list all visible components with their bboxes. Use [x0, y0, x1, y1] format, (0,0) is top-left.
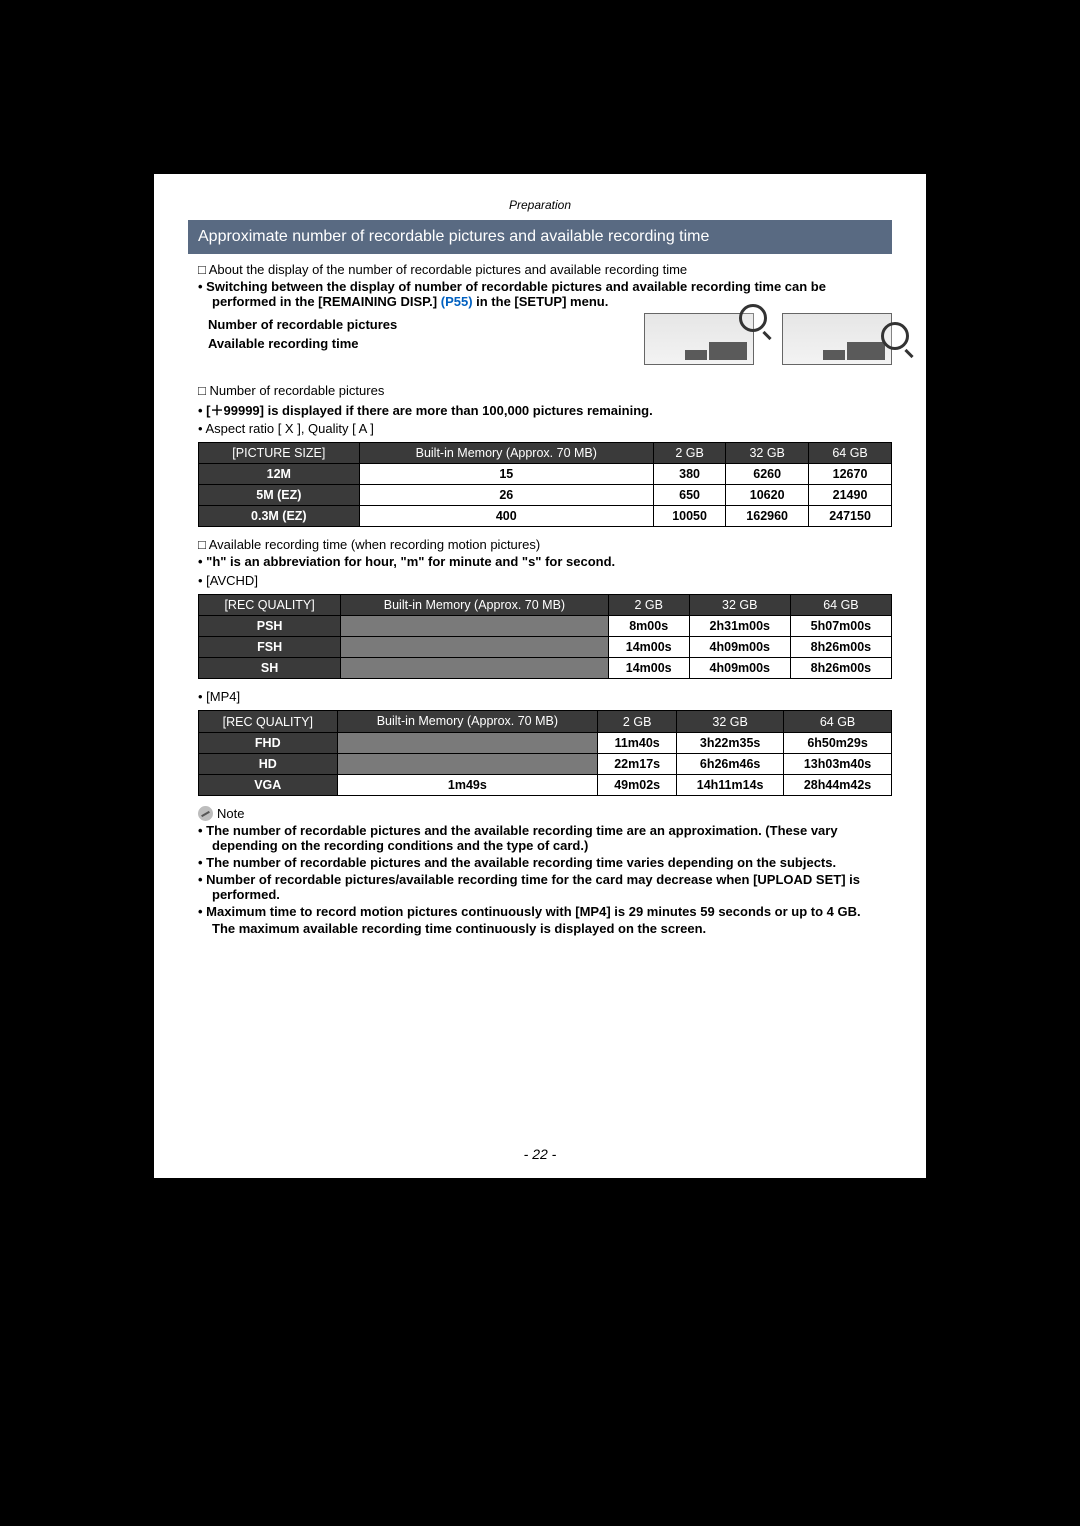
num-pics-99999: [＋99999] is displayed if there are more …	[198, 400, 892, 419]
col-32gb: 32 GB	[726, 442, 809, 463]
table-header-row: [PICTURE SIZE] Built-in Memory (Approx. …	[199, 442, 892, 463]
label-avail-time: Available recording time	[208, 336, 616, 351]
page-number: - 22 -	[154, 1146, 926, 1162]
table-row: 5M (EZ)266501062021490	[199, 484, 892, 505]
table-row: FSH14m00s4h09m00s8h26m00s	[199, 637, 892, 658]
hms-note: "h" is an abbreviation for hour, "m" for…	[198, 554, 892, 569]
table-row: 0.3M (EZ)40010050162960247150	[199, 505, 892, 526]
col-2gb: 2 GB	[653, 442, 725, 463]
switching-note: Switching between the display of number …	[198, 279, 892, 309]
col-picture-size: [PICTURE SIZE]	[199, 442, 360, 463]
avail-time-heading: Available recording time (when recording…	[198, 537, 892, 552]
note-item: Maximum time to record motion pictures c…	[198, 904, 892, 919]
loupe-icon	[881, 322, 909, 350]
switching-post: in the [SETUP] menu.	[473, 294, 609, 309]
num-pics-heading: Number of recordable pictures	[198, 383, 892, 398]
note-item: The number of recordable pictures and th…	[198, 823, 892, 853]
page-ref-link[interactable]: (P55)	[441, 294, 473, 309]
note-item: Number of recordable pictures/available …	[198, 872, 892, 902]
table-row: 12M15380626012670	[199, 463, 892, 484]
section-title: Approximate number of recordable picture…	[188, 220, 892, 254]
avchd-table: [REC QUALITY] Built-in Memory (Approx. 7…	[198, 594, 892, 679]
col-64gb: 64 GB	[809, 442, 892, 463]
table-row: VGA1m49s49m02s14h11m14s28h44m42s	[199, 774, 892, 795]
table-row: HD22m17s6h26m46s13h03m40s	[199, 753, 892, 774]
lcd-illustration-pictures	[644, 313, 754, 365]
note-item: The number of recordable pictures and th…	[198, 855, 892, 870]
table-row: PSH8m00s2h31m00s5h07m00s	[199, 616, 892, 637]
col-builtin: Built-in Memory (Approx. 70 MB)	[359, 442, 653, 463]
table-row: FHD11m40s3h22m35s6h50m29s	[199, 732, 892, 753]
note-item-continuation: The maximum available recording time con…	[198, 921, 892, 936]
loupe-icon	[739, 304, 767, 332]
table-header-row: [REC QUALITY] Built-in Memory (Approx. 7…	[199, 711, 892, 732]
lcd-illustration-time	[782, 313, 892, 365]
format-mp4: [MP4]	[198, 689, 892, 704]
about-display-heading: About the display of the number of recor…	[198, 262, 892, 277]
manual-page: Preparation Approximate number of record…	[154, 174, 926, 1178]
label-num-pics: Number of recordable pictures	[208, 317, 616, 332]
table-header-row: [REC QUALITY] Built-in Memory (Approx. 7…	[199, 594, 892, 615]
picture-size-table: [PICTURE SIZE] Built-in Memory (Approx. …	[198, 442, 892, 527]
section-breadcrumb: Preparation	[188, 198, 892, 212]
mp4-table: [REC QUALITY] Built-in Memory (Approx. 7…	[198, 710, 892, 795]
note-icon	[198, 806, 213, 821]
table-row: SH14m00s4h09m00s8h26m00s	[199, 658, 892, 679]
format-avchd: [AVCHD]	[198, 573, 892, 588]
aspect-quality-line: Aspect ratio [ X ], Quality [ A ]	[198, 421, 892, 436]
note-heading: Note	[198, 806, 892, 821]
note-label: Note	[217, 806, 244, 821]
